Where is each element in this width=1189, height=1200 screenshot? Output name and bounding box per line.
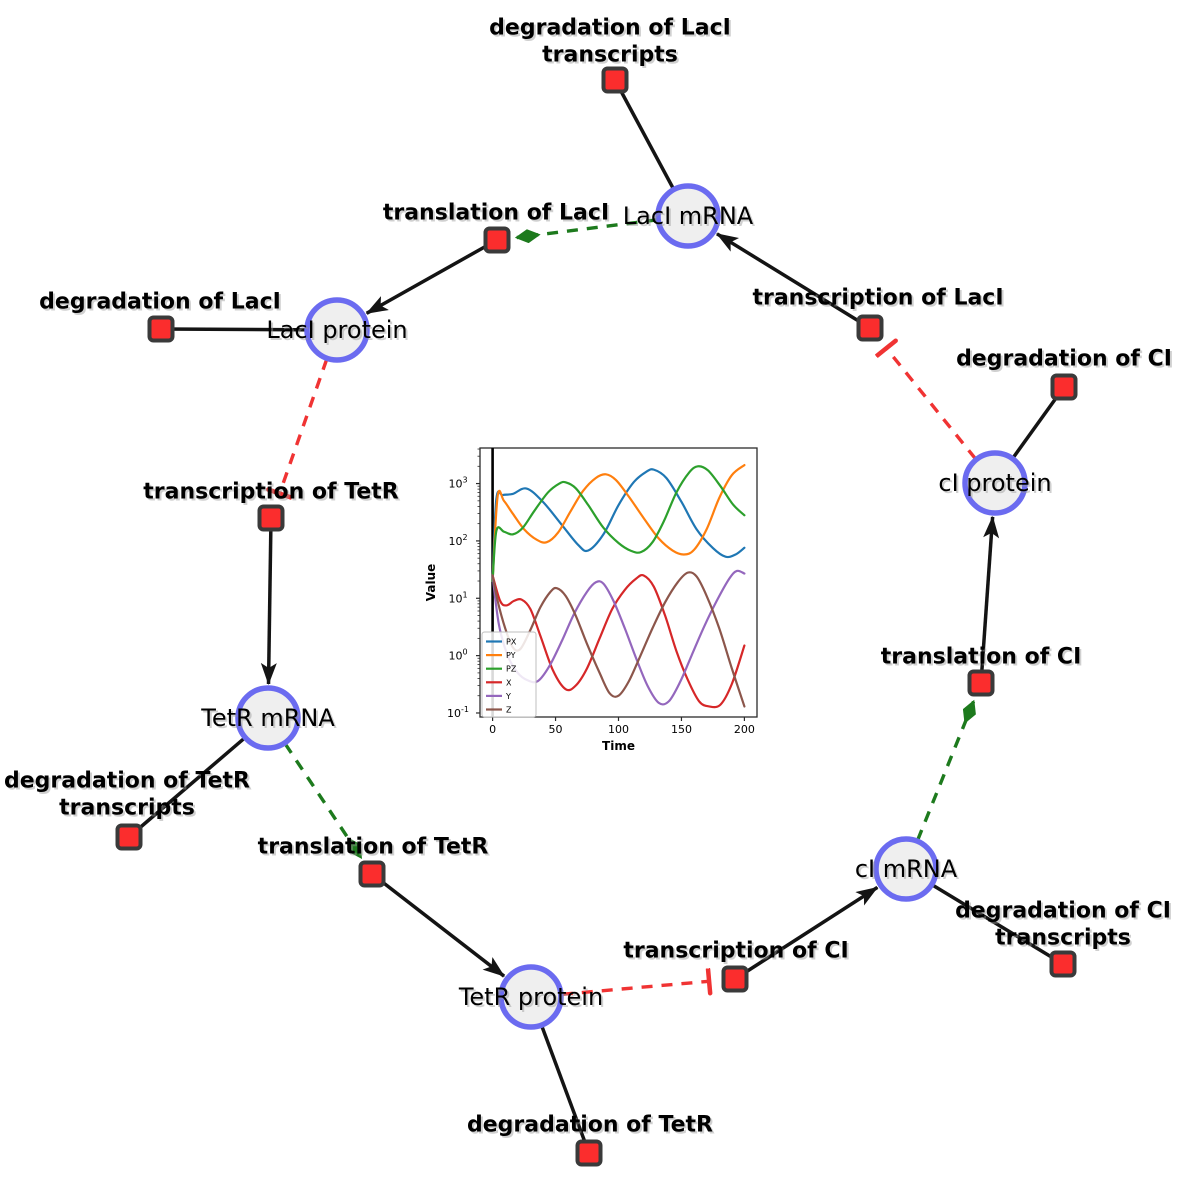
labels-layer: LacI mRNA LacI protein TetR mRNA TetR prote…: [4, 16, 1172, 1138]
reaction-node-transcription_laci: [856, 314, 884, 342]
reaction-label-transcription_laci: transcription of LacI: [752, 286, 1003, 311]
reaction-label-transcription_tetr: transcription of TetR: [143, 480, 399, 505]
species-label-laci_mrna: LacI mRNA: [623, 202, 754, 230]
chart-x-tick-50: 50: [549, 723, 563, 736]
reaction-node-deg_tetr_tx: [115, 823, 143, 851]
nodes-layer: [115, 66, 1078, 1167]
edge-inhibition-tetr_protein-transcription_ci: [561, 981, 709, 996]
reaction-label-transcription_ci: transcription of CI: [623, 939, 848, 964]
reaction-label-translation_ci: translation of CI: [881, 645, 1082, 670]
species-node-laci_mrna: [655, 183, 721, 249]
reaction-node-deg_ci: [1050, 373, 1078, 401]
x-axis-label: Time: [602, 739, 635, 753]
reaction-label-deg_tetr_tx-line1: degradation of TetR: [4, 769, 250, 794]
legend-label-Z: Z: [506, 706, 512, 715]
reaction-label-deg_ci_tx-line1: degradation of CI: [955, 899, 1171, 924]
reaction-label-deg_ci: degradation of CI: [956, 347, 1172, 372]
reaction-label-deg_tetr_tx-line2: transcripts: [59, 796, 195, 821]
inset-chart: 0 50 100 150 20010-1100101102103TimeValuePXP…: [424, 435, 777, 757]
edge-production-translation_ci-ci_protein: [979, 515, 1000, 684]
reaction-node-deg_laci_tx: [601, 66, 629, 94]
edge-inhibition-ci_protein-transcription_laci: [886, 348, 977, 460]
reaction-node-translation_ci: [967, 669, 995, 697]
species-label-tetr_protein: TetR protein: [458, 983, 603, 1011]
reaction-label-deg_ci_tx-line2: transcripts: [995, 926, 1131, 951]
species-node-tetr_protein: [498, 964, 564, 1030]
series-line-PY: [491, 463, 746, 583]
reaction-node-transcription_ci: [721, 965, 749, 993]
reaction-label-translation_tetr: translation of TetR: [258, 835, 489, 860]
species-label-ci_mrna: cI mRNA: [855, 855, 958, 883]
reaction-node-deg_laci: [147, 315, 175, 343]
series-line-PZ: [491, 465, 746, 583]
chart-legend: PX PY PZ XYZ: [481, 631, 537, 718]
species-label-tetr_mrna: TetR mRNA: [200, 704, 335, 732]
species-label-laci_protein: LacI protein: [266, 316, 407, 344]
reaction-node-translation_laci: [483, 226, 511, 254]
reaction-label-translation_laci: translation of LacI: [383, 201, 609, 226]
y-axis-label: Value: [424, 564, 438, 602]
reaction-node-deg_tetr: [575, 1139, 603, 1167]
legend-label-PZ: PZ: [506, 665, 517, 674]
edge-translation-laci_mrna-translation_laci: [514, 218, 658, 244]
species-node-laci_protein: [304, 297, 370, 363]
chart-x-tick-0: 0: [489, 723, 496, 736]
edge-translation-tetr_mrna-translation_tetr: [283, 742, 363, 860]
reaction-node-translation_tetr: [358, 860, 386, 888]
reaction-label-deg_tetr: degradation of TetR: [467, 1113, 713, 1138]
edge-production-transcription_laci-laci_mrna: [716, 232, 871, 330]
series-line-PX: [491, 468, 746, 583]
species-node-ci_mrna: [873, 836, 939, 902]
reaction-node-transcription_tetr: [257, 504, 285, 532]
species-node-ci_protein: [962, 450, 1028, 516]
series-line-X: [491, 573, 746, 709]
reaction-node-deg_ci_tx: [1049, 950, 1077, 978]
chart-x-tick-200: 200: [734, 723, 755, 736]
reaction-label-deg_laci: degradation of LacI: [39, 290, 281, 315]
legend-label-X: X: [506, 678, 512, 687]
chart-x-tick-150: 150: [671, 723, 692, 736]
edge-inhibition-laci_protein-transcription_tetr: [280, 358, 329, 493]
reaction-label-deg_laci_tx-line1: degradation of LacI: [489, 16, 731, 41]
species-node-tetr_mrna: [235, 685, 301, 751]
edge-translation-ci_mrna-translation_ci: [916, 699, 976, 841]
species-label-ci_protein: cI protein: [938, 469, 1051, 497]
chart-x-tick-100: 100: [608, 723, 629, 736]
reaction-label-deg_laci_tx-line2: transcripts: [542, 43, 678, 68]
edge-production-translation_tetr-tetr_protein: [370, 872, 506, 978]
legend-label-Y: Y: [505, 692, 511, 701]
legend-label-PX: PX: [506, 638, 517, 647]
legend-label-PY: PY: [506, 651, 516, 660]
edge-production-translation_laci-laci_protein: [365, 238, 498, 315]
edge-production-transcription_ci-ci_mrna: [734, 885, 879, 981]
edge-production-transcription_tetr-tetr_mrna: [260, 517, 277, 686]
